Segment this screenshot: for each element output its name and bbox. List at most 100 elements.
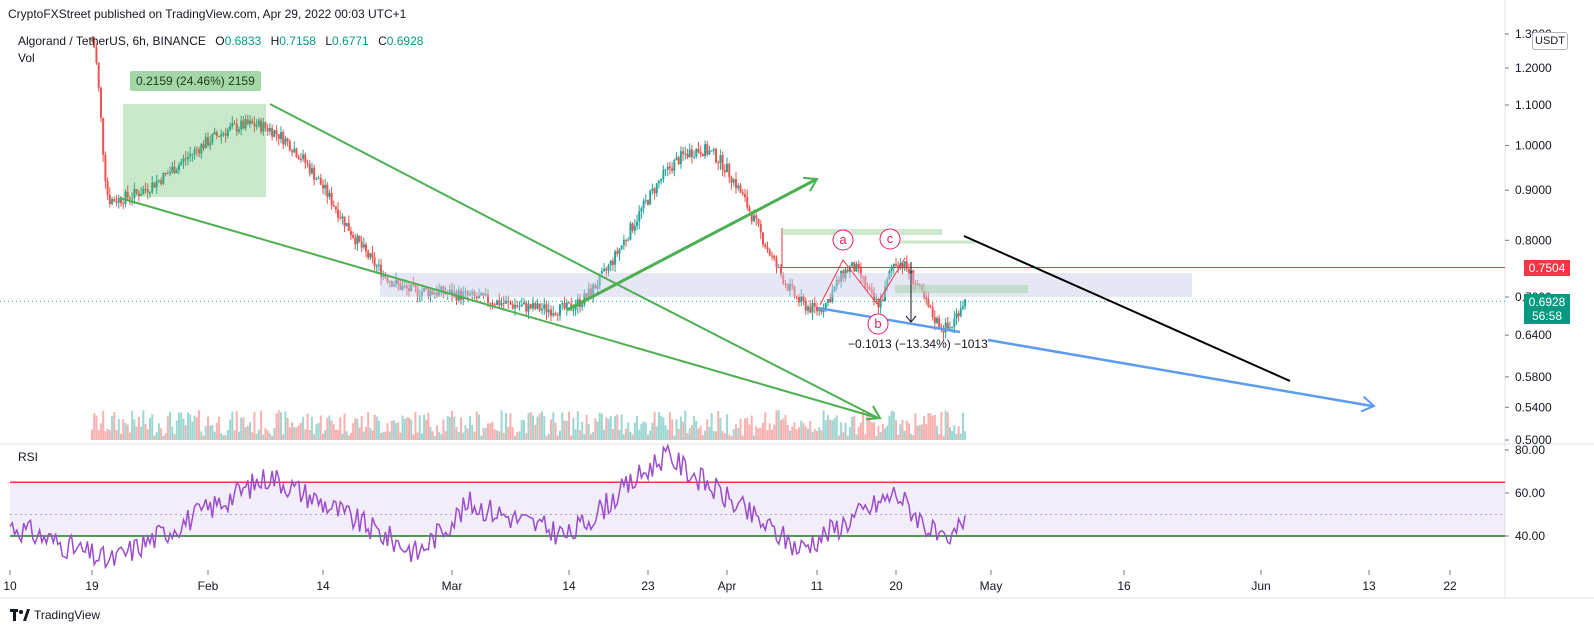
volume-bar bbox=[284, 411, 287, 440]
candle-body bbox=[251, 120, 254, 124]
wave-a-label-circle bbox=[832, 229, 854, 251]
volume-bar bbox=[596, 421, 599, 440]
candle-body bbox=[780, 266, 782, 275]
volume-bar bbox=[268, 433, 271, 440]
candle-body bbox=[137, 192, 140, 197]
volume-bar bbox=[864, 434, 867, 440]
volume-bar bbox=[826, 414, 829, 440]
volume-bar bbox=[484, 427, 487, 440]
resistance-price-tag: 0.7504 bbox=[1524, 260, 1570, 276]
volume-bar bbox=[892, 411, 895, 440]
candle-body bbox=[262, 122, 265, 132]
candle-body bbox=[807, 306, 809, 311]
volume-label[interactable]: Vol bbox=[18, 51, 35, 65]
candle-body bbox=[418, 295, 421, 297]
candle-body bbox=[647, 200, 649, 205]
candle-body bbox=[662, 170, 665, 180]
candle-body bbox=[925, 297, 928, 300]
candle-body bbox=[354, 238, 357, 245]
candle-body bbox=[664, 169, 667, 171]
volume-bar bbox=[536, 416, 539, 440]
candle-body bbox=[948, 327, 951, 329]
breakout-arrow-head bbox=[802, 176, 819, 192]
volume-bar bbox=[237, 431, 240, 440]
price-tick-label: 0.8000 bbox=[1515, 233, 1552, 247]
time-tick-label: 10 bbox=[3, 579, 17, 593]
volume-bar bbox=[822, 410, 825, 440]
volume-bar bbox=[444, 431, 447, 440]
volume-bar bbox=[487, 423, 489, 440]
candle-body bbox=[944, 322, 947, 333]
candle-body bbox=[173, 166, 176, 174]
candle-body bbox=[330, 192, 333, 206]
candle-body bbox=[319, 178, 322, 185]
rsi-label[interactable]: RSI bbox=[18, 450, 39, 464]
candle-body bbox=[782, 274, 785, 285]
candle-body bbox=[102, 117, 105, 155]
candle-body bbox=[420, 291, 423, 296]
volume-bar bbox=[675, 419, 678, 440]
volume-bar bbox=[633, 422, 636, 440]
volume-bar bbox=[341, 433, 344, 440]
candle-body bbox=[111, 199, 114, 205]
volume-bar bbox=[587, 423, 590, 440]
currency-button[interactable]: USDT bbox=[1532, 32, 1568, 50]
candle-body bbox=[536, 303, 539, 309]
volume-bar bbox=[408, 417, 410, 440]
measure-up-label[interactable]: 0.2159 (24.46%) 2159 bbox=[130, 71, 261, 91]
volume-bar bbox=[520, 419, 523, 440]
volume-bar bbox=[607, 418, 610, 440]
volume-bar bbox=[712, 431, 715, 440]
candle-body bbox=[388, 281, 391, 283]
candle-body bbox=[881, 299, 884, 302]
volume-bar bbox=[224, 435, 227, 440]
candle-body bbox=[313, 167, 316, 180]
volume-bar bbox=[609, 415, 612, 440]
measure-down-label[interactable]: −0.1013 (−13.34%) −1013 bbox=[848, 337, 988, 351]
volume-bar bbox=[108, 429, 111, 440]
candle-body bbox=[151, 182, 154, 193]
volume-bar bbox=[516, 432, 519, 440]
volume-bar bbox=[559, 430, 561, 440]
candle-body bbox=[410, 284, 413, 292]
volume-bar bbox=[782, 418, 785, 440]
candle-body bbox=[131, 198, 134, 200]
volume-bar bbox=[464, 425, 467, 440]
candle-body bbox=[302, 154, 305, 160]
volume-bar bbox=[410, 419, 413, 440]
candle-body bbox=[377, 264, 380, 266]
candle-body bbox=[202, 144, 205, 149]
candle-body bbox=[622, 240, 625, 246]
candle-body bbox=[438, 290, 441, 296]
symbol-title[interactable]: Algorand / TetherUS, 6h, BINANCE bbox=[18, 34, 206, 48]
time-tick-label: 22 bbox=[1443, 579, 1457, 593]
volume-bar bbox=[897, 434, 900, 440]
candle-body bbox=[240, 120, 243, 130]
candle-body bbox=[195, 149, 198, 151]
candle-body bbox=[927, 299, 930, 307]
candle-body bbox=[337, 209, 340, 218]
volume-bar bbox=[570, 435, 573, 440]
volume-bar bbox=[334, 429, 337, 440]
candle-body bbox=[509, 301, 512, 305]
volume-bar bbox=[662, 417, 665, 440]
candle-body bbox=[162, 172, 165, 184]
candle-body bbox=[523, 302, 525, 305]
candle-body bbox=[520, 304, 523, 307]
candle-body bbox=[755, 215, 758, 219]
candle-body bbox=[554, 313, 557, 315]
candle-body bbox=[640, 208, 643, 212]
candle-body bbox=[282, 132, 285, 145]
candle-body bbox=[892, 263, 895, 268]
tradingview-logo[interactable]: TradingView bbox=[10, 608, 100, 622]
candle-body bbox=[607, 265, 610, 271]
candle-body bbox=[498, 300, 501, 306]
candle-body bbox=[964, 299, 967, 307]
volume-bar bbox=[166, 416, 169, 440]
candle-body bbox=[334, 206, 337, 210]
volume-bar bbox=[253, 411, 256, 440]
time-tick-label: 16 bbox=[1117, 579, 1131, 593]
volume-bar bbox=[388, 431, 391, 440]
candle-body bbox=[660, 179, 663, 182]
